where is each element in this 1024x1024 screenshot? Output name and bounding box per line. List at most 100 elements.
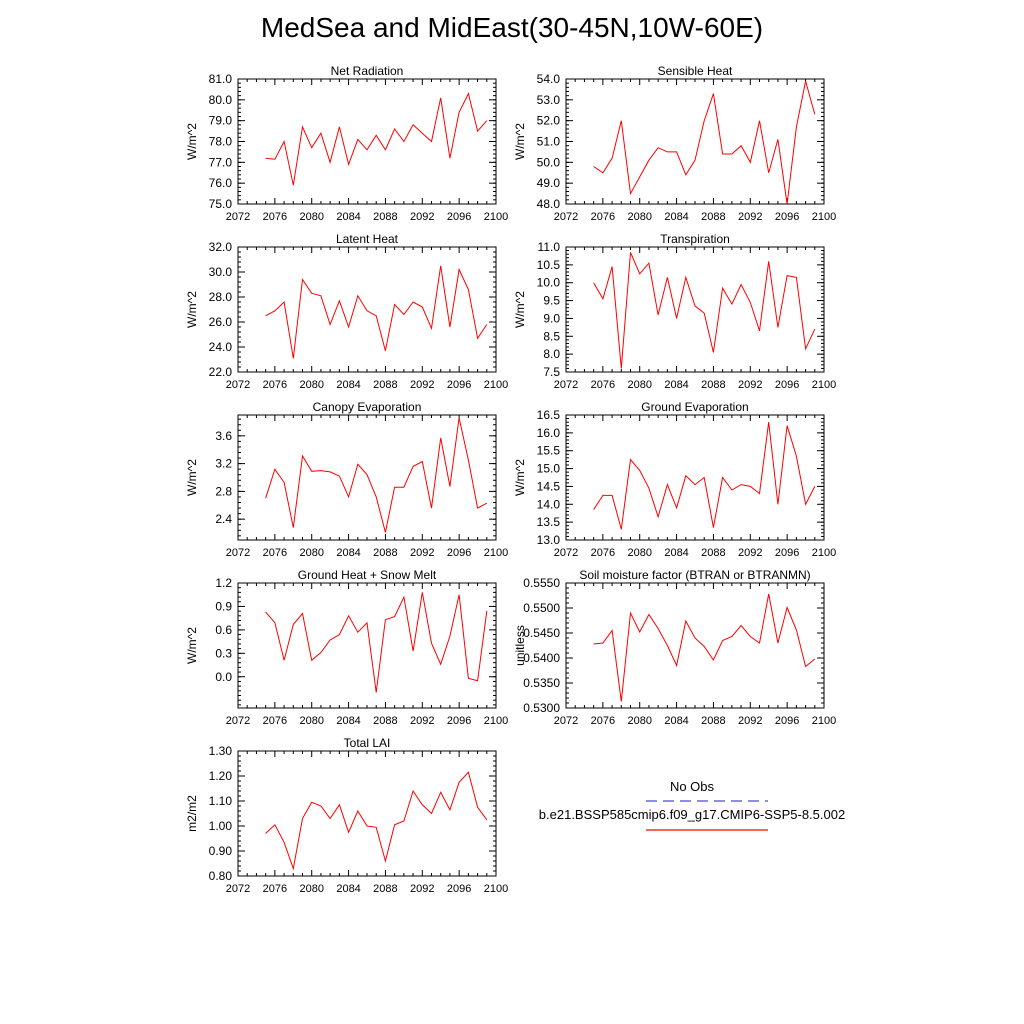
y-tick-label: 8.5 (543, 329, 560, 343)
x-tick-label: 2088 (701, 211, 725, 223)
x-tick-label: 2088 (373, 211, 397, 223)
y-tick-label: 78.0 (209, 135, 233, 149)
y-tick-label: 2.4 (215, 512, 232, 526)
x-tick-label: 2080 (627, 715, 651, 727)
x-tick-label: 2092 (410, 547, 434, 559)
x-tick-label: 2084 (664, 211, 688, 223)
x-tick-label: 2096 (447, 211, 471, 223)
x-tick-label: 2080 (299, 715, 323, 727)
chart-panel: Ground Evaporation W/m^2 2072 2076 2080 2084 2… (513, 400, 836, 559)
x-tick-label: 2088 (701, 547, 725, 559)
y-tick-label: 0.9 (215, 599, 232, 613)
x-tick-label: 2072 (226, 379, 250, 391)
chart-title: Ground Evaporation (641, 400, 748, 414)
x-tick-label: 2100 (484, 883, 508, 895)
y-tick-label: 10.0 (537, 276, 561, 290)
series-line (593, 80, 816, 205)
y-tick-label: 3.6 (215, 429, 232, 443)
legend-obs-swatch (646, 800, 768, 802)
y-tick-label: 15.5 (537, 444, 561, 458)
x-tick-label: 2096 (775, 379, 799, 391)
x-tick-label: 2072 (226, 547, 250, 559)
x-tick-label: 2100 (812, 379, 836, 391)
y-tick-label: 76.0 (209, 176, 233, 190)
chart-title: Canopy Evaporation (313, 400, 422, 414)
chart-title: Total LAI (344, 736, 391, 750)
y-tick-label: 10.5 (537, 258, 561, 272)
y-tick-label: 0.5300 (523, 701, 560, 715)
x-tick-label: 2072 (226, 883, 250, 895)
x-tick-label: 2096 (775, 715, 799, 727)
legend-model-label: b.e21.BSSP585cmip6.f09_g17.CMIP6-SSP5-8.… (538, 807, 846, 822)
x-tick-label: 2092 (410, 211, 434, 223)
y-tick-label: 80.0 (209, 93, 233, 107)
x-tick-label: 2076 (263, 211, 287, 223)
y-tick-label: 7.5 (543, 365, 560, 379)
y-tick-label: 11.0 (538, 240, 561, 254)
x-tick-label: 2076 (263, 883, 287, 895)
x-tick-label: 2084 (336, 379, 360, 391)
y-tick-label: 0.5450 (523, 626, 560, 640)
y-tick-label: 50.0 (537, 155, 561, 169)
y-tick-label: 79.0 (209, 114, 233, 128)
y-tick-label: 16.5 (537, 408, 561, 422)
y-tick-label: 0.3 (215, 646, 232, 660)
plot-frame (565, 582, 825, 709)
x-tick-label: 2076 (591, 379, 615, 391)
y-tick-label: 30.0 (209, 265, 233, 279)
chart-title: Transpiration (660, 232, 730, 246)
chart-title: Soil moisture factor (BTRAN or BTRANMN) (579, 568, 810, 582)
y-tick-label: 24.0 (209, 340, 233, 354)
y-tick-label: 0.5350 (523, 676, 560, 690)
series-line (265, 592, 488, 693)
chart-panel: Sensible Heat W/m^2 2072 2076 2080 2084 2088 20… (513, 64, 836, 223)
y-tick-label: 81.0 (209, 72, 233, 86)
x-tick-label: 2080 (299, 883, 323, 895)
x-tick-label: 2096 (775, 211, 799, 223)
y-tick-label: 77.0 (209, 155, 233, 169)
x-tick-label: 2100 (812, 211, 836, 223)
y-tick-label: 15.0 (537, 462, 561, 476)
chart-panel: Soil moisture factor (BTRAN or BTRANMN) u… (513, 568, 836, 727)
x-tick-label: 2072 (554, 379, 578, 391)
x-tick-label: 2084 (664, 379, 688, 391)
y-tick-label: 0.5400 (523, 651, 560, 665)
x-tick-label: 2084 (664, 547, 688, 559)
x-tick-label: 2088 (373, 715, 397, 727)
x-tick-label: 2096 (775, 547, 799, 559)
series-line (265, 771, 488, 871)
legend-obs-label: No Obs (669, 779, 715, 794)
x-tick-label: 2080 (627, 379, 651, 391)
y-tick-label: 52.0 (537, 114, 561, 128)
y-tick-label: 22.0 (209, 365, 233, 379)
y-tick-label: 75.0 (209, 197, 233, 211)
x-tick-label: 2092 (410, 883, 434, 895)
x-tick-label: 2088 (701, 379, 725, 391)
x-tick-label: 2096 (447, 547, 471, 559)
chart-panel: Transpiration W/m^2 2072 2076 2080 2084 2088 20… (513, 232, 836, 391)
plot-frame (565, 246, 825, 373)
chart-title: Latent Heat (336, 232, 399, 246)
y-tick-label: 9.0 (543, 311, 560, 325)
x-tick-label: 2088 (373, 883, 397, 895)
series-line (593, 252, 816, 369)
y-tick-label: 1.10 (209, 794, 233, 808)
x-tick-label: 2100 (812, 715, 836, 727)
x-tick-label: 2084 (336, 547, 360, 559)
y-tick-label: 54.0 (537, 72, 561, 86)
chart-panel: Latent Heat W/m^2 2072 2076 2080 2084 2088 2092… (185, 232, 508, 391)
x-tick-label: 2080 (627, 211, 651, 223)
chart-panel: Total LAI m2/m2 2072 2076 2080 2084 2088 2092 20… (185, 736, 508, 895)
x-tick-label: 2084 (664, 715, 688, 727)
x-tick-label: 2080 (299, 211, 323, 223)
x-tick-label: 2096 (447, 379, 471, 391)
y-tick-label: 49.0 (537, 176, 561, 190)
y-tick-label: 1.00 (209, 819, 233, 833)
y-tick-label: 13.0 (537, 533, 561, 547)
x-tick-label: 2092 (410, 715, 434, 727)
x-tick-label: 2096 (447, 883, 471, 895)
y-tick-label: 8.0 (543, 347, 560, 361)
legend-obs: No Obs (512, 779, 872, 794)
y-tick-label: 0.6 (215, 623, 232, 637)
y-tick-label: 9.5 (543, 294, 560, 308)
